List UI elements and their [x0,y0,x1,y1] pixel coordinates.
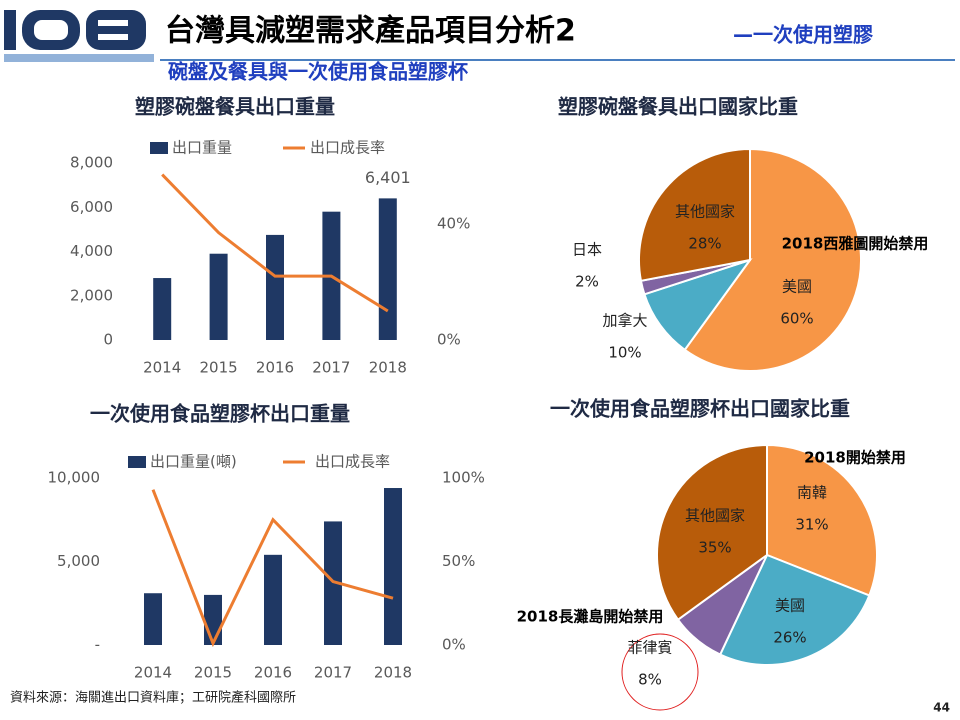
pie-slice [718,553,871,666]
x-tick-label: 2016 [256,359,294,377]
bar [264,554,282,645]
y2-tick-label: 40% [437,214,470,232]
annotation: 2018西雅圖開始禁用 [782,235,929,253]
x-tick-label: 2014 [134,664,172,682]
y2-tick-label: 100% [442,469,485,487]
slice-value: 35% [698,539,731,557]
y-tick-label: 4,000 [70,242,113,260]
slice-value: 60% [780,310,813,328]
slide-subtitle: 碗盤及餐具與一次使用食品塑膠杯 [168,60,468,84]
chart-title: 塑膠碗盤餐具出口國家比重 [558,95,798,119]
legend-label: 出口重量 [172,139,232,157]
y2-tick-label: 50% [442,552,475,570]
x-tick-label: 2015 [200,359,238,377]
chart-title: 一次使用食品塑膠杯出口重量 [90,402,350,426]
y-tick-label: - [95,636,100,654]
bar [204,594,222,645]
x-tick-label: 2017 [314,664,352,682]
slide-subtitle: —一次使用塑膠 [733,23,873,47]
bar [324,521,342,645]
legend-label: 出口成長率 [310,139,385,157]
chart-title: 一次使用食品塑膠杯出口國家比重 [550,397,850,421]
pie-slice [683,147,862,372]
legend-swatch [128,456,146,468]
bar [384,488,402,645]
slice-value: 28% [688,235,721,253]
data-label: 6,401 [365,168,411,187]
bar [144,593,162,645]
slice-value: 8% [638,671,662,689]
legend-label: 出口成長率 [315,453,390,471]
line [151,489,394,648]
y-tick-label: 6,000 [70,198,113,216]
x-tick-label: 2016 [254,664,292,682]
highlight-circle [621,633,699,711]
x-tick-label: 2018 [374,664,412,682]
y-tick-label: 0 [103,331,113,349]
slice-value: 26% [773,629,806,647]
slice-label: 美國 [782,278,812,296]
pie-slice [766,443,878,597]
line [161,173,389,313]
legend-label: 出口重量(噸) [150,453,237,471]
bar [209,253,228,340]
x-tick-label: 2015 [194,664,232,682]
y-tick-label: 5,000 [57,552,100,570]
slice-label: 其他國家 [675,203,735,221]
slice-value: 2% [575,273,599,291]
x-tick-label: 2017 [312,359,350,377]
source: 資料來源：海關進出口資料庫；工研院產科國際所 [10,690,296,706]
x-tick-label: 2014 [143,359,181,377]
slice-label: 加拿大 [602,312,647,330]
bar [378,198,397,340]
slide-title: 台灣具減塑需求產品項目分析2 [165,14,576,49]
y-tick-label: 10,000 [48,469,101,487]
slice-label: 南韓 [797,484,827,502]
slice-label: 日本 [572,241,602,259]
y-tick-label: 8,000 [70,154,113,172]
logo [4,10,154,62]
x-tick-label: 2018 [369,359,407,377]
y2-tick-label: 0% [437,331,461,349]
pie-slice [638,147,751,282]
bar [266,234,284,340]
slice-value: 31% [795,516,828,534]
chart-title: 塑膠碗盤餐具出口重量 [135,95,335,119]
pie-slice [656,443,768,622]
y-tick-label: 2,000 [70,286,113,304]
annotation: 2018長灘島開始禁用 [517,608,664,626]
annotation: 2018開始禁用 [804,449,906,467]
y2-tick-label: 0% [442,636,466,654]
slice-label: 其他國家 [685,507,745,525]
page-number: 44 [933,701,950,715]
slice-value: 10% [608,344,641,362]
bar [153,278,172,340]
legend-swatch [150,142,168,154]
slice-label: 美國 [775,597,805,615]
slice-label: 菲律賓 [627,639,672,657]
